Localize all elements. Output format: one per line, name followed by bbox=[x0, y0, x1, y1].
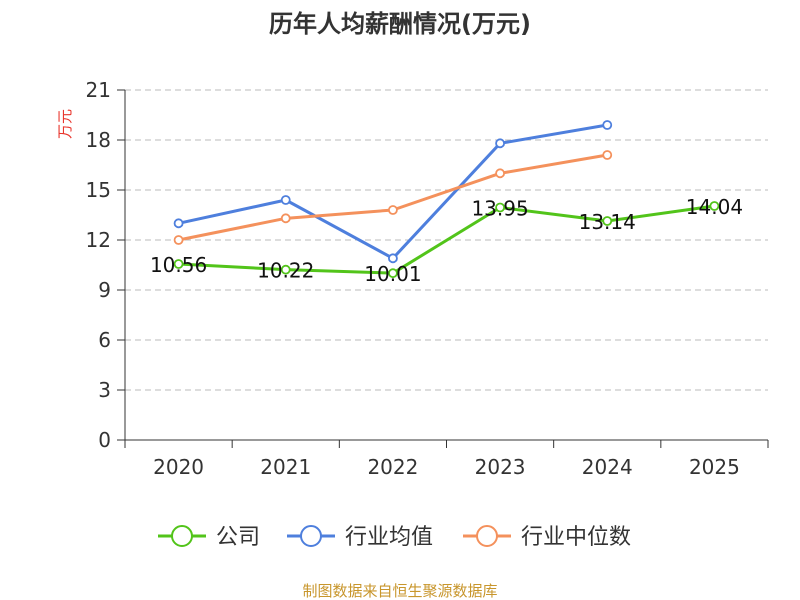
data-point bbox=[602, 216, 613, 226]
data-point bbox=[388, 268, 398, 279]
data-point bbox=[173, 218, 184, 229]
source-note: 制图数据来自恒生聚源数据库 bbox=[302, 582, 497, 600]
data-label: 10.01 bbox=[364, 262, 421, 286]
data-point bbox=[495, 202, 505, 213]
y-tick-label: 0 bbox=[98, 428, 111, 452]
chart-title: 历年人均薪酬情况(万元) bbox=[269, 10, 531, 38]
y-axis-label: 万元 bbox=[56, 109, 74, 139]
legend-label: 行业均值 bbox=[345, 525, 433, 550]
data-label: 14.04 bbox=[686, 195, 743, 219]
x-tick-label: 2025 bbox=[689, 455, 740, 479]
data-label: 10.56 bbox=[150, 253, 207, 277]
legend-marker bbox=[300, 525, 322, 547]
data-point bbox=[173, 235, 184, 245]
x-tick-label: 2022 bbox=[367, 455, 418, 479]
x-tick-label: 2020 bbox=[153, 455, 204, 479]
x-tick-label: 2024 bbox=[582, 455, 633, 479]
legend-marker bbox=[171, 525, 193, 547]
y-tick-label: 15 bbox=[86, 178, 111, 202]
x-tick-label: 2023 bbox=[475, 455, 526, 479]
data-point bbox=[495, 138, 505, 149]
series-line-0 bbox=[178, 204, 715, 275]
series bbox=[173, 120, 720, 279]
legend-label: 公司 bbox=[216, 525, 260, 550]
series-line-2 bbox=[178, 153, 608, 242]
data-point bbox=[388, 253, 398, 264]
y-tick-label: 3 bbox=[98, 378, 111, 402]
data-point bbox=[495, 168, 505, 179]
legend-item-2[interactable]: 行业中位数 bbox=[463, 525, 631, 550]
y-tick-label: 21 bbox=[86, 78, 111, 102]
data-point bbox=[602, 150, 613, 160]
y-tick-label: 12 bbox=[86, 228, 111, 252]
x-tick-label: 2021 bbox=[260, 455, 311, 479]
data-label: 13.95 bbox=[471, 197, 528, 221]
data-labels: 10.56 10.22 10.01 13.95 13.14 14.04 bbox=[150, 195, 743, 286]
data-point bbox=[280, 195, 291, 205]
y-tick-label: 9 bbox=[98, 278, 111, 302]
legend-marker bbox=[476, 525, 498, 547]
data-point bbox=[173, 259, 184, 269]
series-line-1 bbox=[178, 123, 608, 260]
y-tick-label: 18 bbox=[86, 128, 111, 152]
legend-label: 行业中位数 bbox=[521, 525, 631, 550]
legend-item-1[interactable]: 行业均值 bbox=[287, 525, 433, 550]
data-label: 13.14 bbox=[579, 210, 636, 234]
y-tick-label: 6 bbox=[98, 328, 111, 352]
data-point bbox=[280, 264, 291, 275]
data-label: 10.22 bbox=[257, 259, 314, 283]
legend[interactable]: 公司 行业均值 行业中位数 bbox=[158, 525, 631, 550]
axes: 0 3 6 9 12 15 18 21 2020 2021 2022 2023 2024 2025 bbox=[86, 78, 769, 479]
legend-item-0[interactable]: 公司 bbox=[158, 525, 260, 550]
data-point bbox=[709, 201, 720, 211]
data-point bbox=[602, 120, 613, 130]
data-point bbox=[280, 213, 291, 224]
data-point bbox=[388, 205, 398, 215]
